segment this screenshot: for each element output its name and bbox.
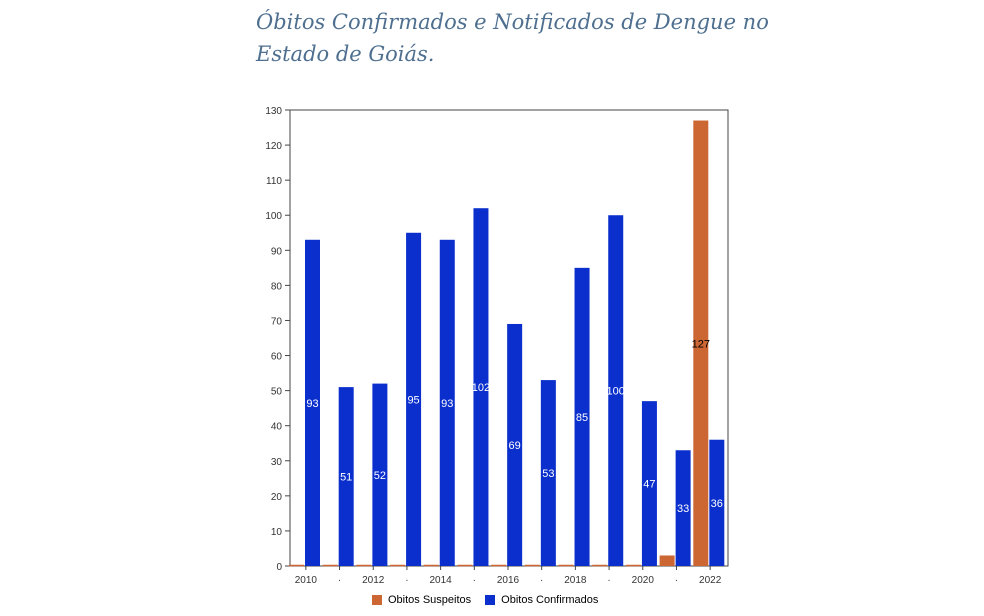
y-tick-label: 100 — [265, 211, 282, 222]
legend-label-confirmados: Obitos Confirmados — [501, 594, 599, 606]
data-label: 51 — [340, 472, 352, 484]
data-label: 47 — [643, 479, 655, 491]
data-label: 53 — [542, 468, 554, 480]
y-tick-label: 80 — [271, 281, 283, 292]
x-tick-label: 2018 — [564, 575, 587, 586]
x-tick-label: 2014 — [429, 575, 452, 586]
data-label: 85 — [576, 412, 588, 424]
bar-confirmados — [507, 323, 523, 566]
data-label: 33 — [677, 503, 689, 515]
x-tick-label: · — [338, 575, 341, 586]
data-label: 95 — [407, 394, 419, 406]
legend-swatch-suspeitos — [372, 595, 382, 605]
bar-confirmados — [372, 383, 388, 566]
y-tick-label: 110 — [266, 176, 282, 187]
bar-confirmados — [675, 450, 691, 566]
bar-confirmados — [406, 232, 422, 566]
legend-item-confirmados: Obitos Confirmados — [485, 594, 598, 606]
bar-suspeitos — [693, 120, 709, 567]
y-tick-label: 120 — [265, 141, 282, 152]
legend-item-suspeitos: Obitos Suspeitos — [372, 594, 471, 606]
x-tick-label: · — [405, 575, 408, 586]
x-tick-label: 2022 — [699, 575, 722, 586]
bar-confirmados — [305, 239, 320, 567]
x-tick-label: 2010 — [295, 575, 318, 586]
y-tick-label: 60 — [271, 352, 283, 363]
x-tick-label: · — [540, 575, 543, 586]
x-tick-label: · — [607, 575, 610, 586]
legend-swatch-confirmados — [485, 595, 496, 605]
bar-confirmados — [709, 439, 725, 566]
chart-legend: Obitos Suspeitos Obitos Confirmados — [372, 594, 612, 606]
legend-label-suspeitos: Obitos Suspeitos — [388, 594, 472, 606]
y-tick-label: 0 — [276, 562, 282, 573]
y-tick-label: 40 — [271, 422, 283, 433]
y-tick-label: 90 — [271, 246, 283, 257]
bar-confirmados — [574, 267, 590, 566]
bar-confirmados — [338, 387, 354, 566]
data-label: 69 — [509, 440, 521, 452]
x-tick-label: 2012 — [362, 575, 385, 586]
y-tick-label: 50 — [271, 387, 283, 398]
x-tick-label: 2020 — [632, 575, 655, 586]
data-label: 102 — [472, 382, 490, 394]
y-tick-label: 130 — [265, 106, 282, 117]
data-label: 100 — [607, 386, 625, 398]
bar-confirmados — [540, 380, 556, 566]
x-tick-label: 2016 — [497, 575, 520, 586]
y-tick-label: 30 — [271, 457, 283, 468]
chart-title: Óbitos Confirmados e Notificados de Deng… — [256, 10, 769, 66]
y-tick-label: 10 — [271, 527, 283, 538]
bar-confirmados — [608, 215, 624, 566]
x-tick-label: · — [473, 575, 476, 586]
y-tick-label: 20 — [271, 492, 283, 503]
bar-confirmados — [439, 239, 455, 567]
x-tick-label: · — [675, 575, 678, 586]
data-label: 52 — [374, 470, 386, 482]
data-label: 93 — [441, 398, 453, 410]
bar-suspeitos — [659, 555, 675, 566]
bar-confirmados — [641, 401, 657, 566]
y-tick-label: 70 — [271, 316, 283, 327]
data-label: 36 — [711, 498, 723, 510]
bar-confirmados — [473, 208, 489, 566]
data-label: 127 — [692, 338, 710, 350]
data-label: 93 — [306, 398, 318, 410]
